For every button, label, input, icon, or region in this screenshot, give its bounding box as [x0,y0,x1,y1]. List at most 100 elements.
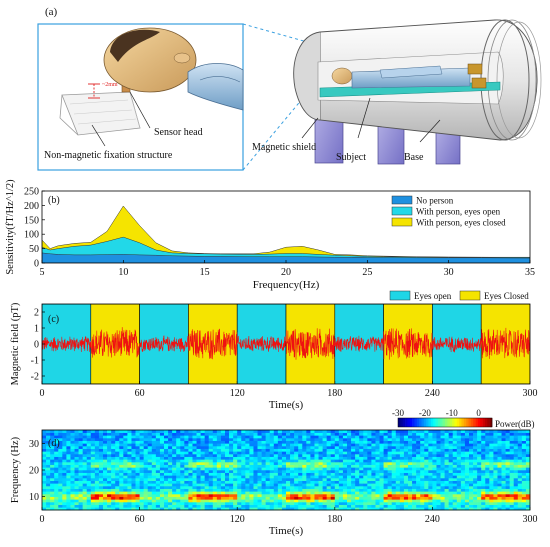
heatmap-cell [310,451,315,455]
heatmap-cell [326,480,332,484]
heatmap-cell [42,464,47,468]
heatmap-cell [151,507,157,511]
heatmap-cell [257,435,262,439]
heatmap-cell [298,440,303,444]
heatmap-cell [399,438,405,441]
heatmap-cell [253,486,258,489]
heatmap-cell [103,470,108,473]
heatmap-cell [188,486,193,489]
heatmap-cell [164,454,169,457]
heatmap-cell [151,430,157,433]
heatmap-cell [82,499,88,503]
heatmap-cell [155,472,161,476]
heatmap-cell [86,438,92,441]
heatmap-cell [70,470,75,473]
heatmap-cell [241,430,246,433]
heatmap-cell [135,470,140,473]
heatmap-cell [220,486,226,489]
heatmap-cell [469,459,474,463]
heatmap-cell [322,443,327,447]
heatmap-cell [306,488,311,492]
heatmap-cell [58,467,63,471]
heatmap-cell [318,440,323,444]
heatmap-cell [525,491,531,495]
heatmap-cell [383,499,388,503]
heatmap-cell [497,459,502,463]
heatmap-cell [147,462,153,465]
heatmap-cell [383,451,388,455]
heatmap-cell [200,475,205,479]
heatmap-cell [62,494,67,497]
heatmap-cell [54,478,59,481]
heatmap-cell [208,464,214,468]
heatmap-cell [233,472,238,476]
heatmap-cell [225,491,230,495]
heatmap-cell [220,488,226,492]
heatmap-cell [338,454,344,457]
heatmap-cell [196,486,201,489]
heatmap-cell [481,480,486,484]
heatmap-cell [379,496,384,500]
heatmap-cell [273,496,279,500]
heatmap-cell [220,454,226,457]
heatmap-cell [62,491,67,495]
heatmap-cell [322,446,327,449]
heatmap-cell [180,438,185,441]
heatmap-cell [115,486,120,489]
heatmap-cell [326,462,332,465]
heatmap-cell [525,464,531,468]
heatmap-cell [521,488,527,492]
heatmap-cell [460,483,466,487]
heatmap-cell [330,435,336,439]
heatmap-cell [375,430,380,433]
heatmap-cell [469,430,474,433]
heatmap-cell [424,496,429,500]
heatmap-cell [440,499,445,503]
heatmap-cell [355,454,360,457]
heatmap-cell [517,443,523,447]
heatmap-cell [103,494,108,497]
heatmap-cell [208,494,214,497]
heatmap-cell [456,430,462,433]
heatmap-cell [241,480,246,484]
heatmap-cell [464,451,470,455]
heatmap-cell [70,435,75,439]
heatmap-cell [103,462,108,465]
heatmap-cell [269,454,275,457]
callout-magnetic-shield: Magnetic shield [252,142,316,153]
heatmap-cell [473,438,478,441]
heatmap-cell [375,494,380,497]
heatmap-cell [237,440,242,444]
heatmap-cell [86,446,92,449]
heatmap-cell [212,467,218,471]
heatmap-cell [448,499,454,503]
heatmap-cell [387,438,393,441]
heatmap-cell [497,454,502,457]
heatmap-cell [509,480,515,484]
heatmap-cell [164,486,169,489]
heatmap-cell [314,494,319,497]
heatmap-cell [416,462,421,465]
heatmap-cell [168,462,173,465]
heatmap-cell [184,499,189,503]
heatmap-cell [151,499,157,503]
heatmap-cell [90,491,96,495]
heatmap-cell [408,480,413,484]
heatmap-cell [440,483,445,487]
heatmap-cell [245,443,250,447]
heatmap-cell [241,470,246,473]
heatmap-cell [42,496,47,500]
heatmap-cell [440,464,445,468]
colorbar-swatch [461,418,465,427]
heatmap-cell [192,430,197,433]
heatmap-cell [448,496,454,500]
heatmap-cell [98,440,104,444]
heatmap-cell [302,494,307,497]
heatmap-cell [192,502,197,505]
heatmap-cell [107,488,112,492]
heatmap-cell [131,446,136,449]
heatmap-cell [481,478,486,481]
heatmap-cell [432,494,437,497]
heatmap-cell [436,504,441,508]
heatmap-cell [127,470,132,473]
